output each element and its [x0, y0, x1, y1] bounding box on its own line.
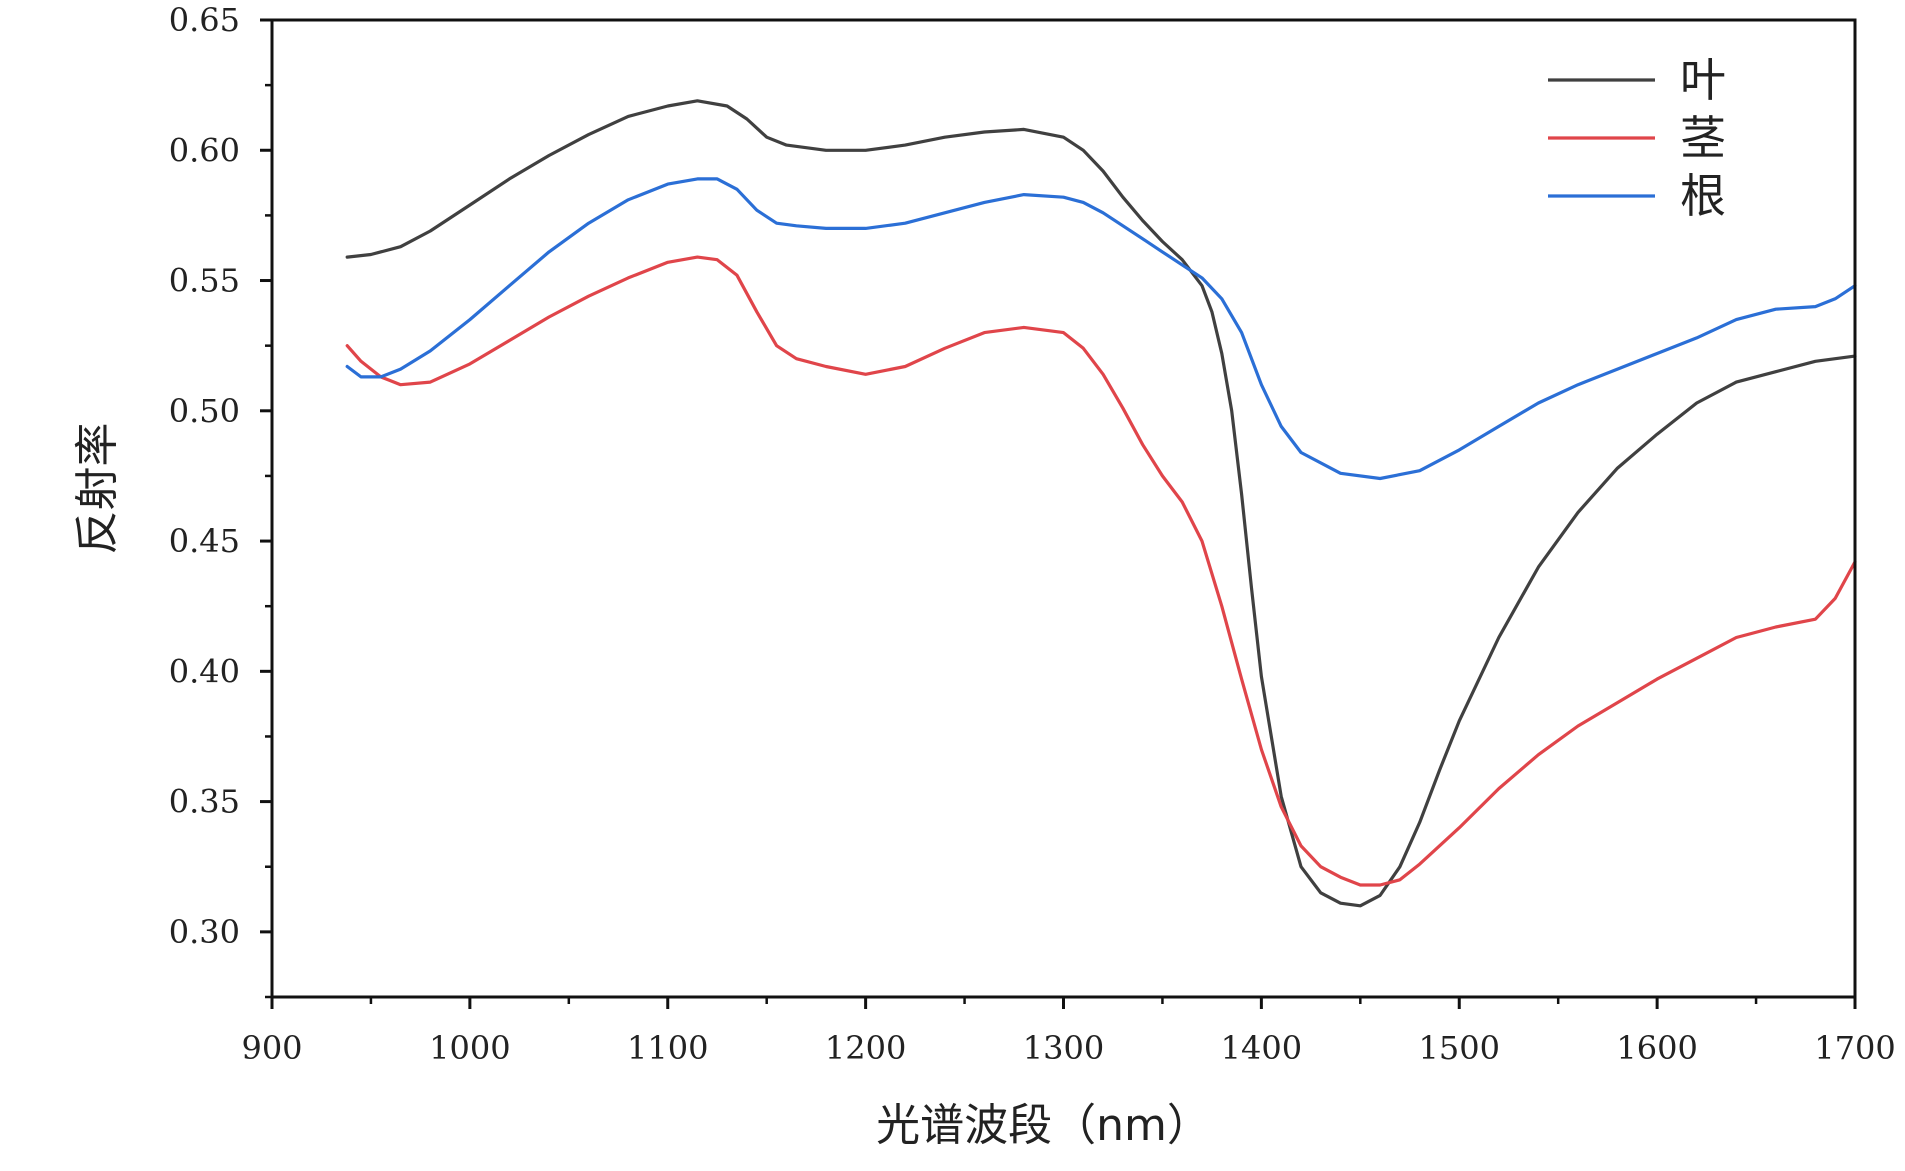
legend: 叶茎根 — [1548, 53, 1726, 223]
series-lines — [345, 99, 1857, 908]
y-tick-labels: 0.30 0.35 0.40 0.45 0.50 0.55 0.60 0.65 — [169, 1, 240, 951]
x-tick-label: 900 — [241, 1029, 302, 1067]
series-line-根 — [345, 177, 1857, 481]
legend-label: 根 — [1680, 169, 1726, 223]
y-tick-label: 0.50 — [169, 392, 240, 430]
x-tick-label: 1100 — [627, 1029, 708, 1067]
x-tick-label: 1700 — [1814, 1029, 1895, 1067]
x-tick-labels: 900 1000 1100 1200 1300 1400 1500 1600 1700 — [241, 1029, 1895, 1067]
legend-label: 茎 — [1680, 111, 1726, 165]
y-tick-label: 0.40 — [169, 652, 240, 690]
legend-label: 叶 — [1680, 53, 1726, 107]
y-tick-label: 0.35 — [169, 783, 240, 821]
x-tick-label: 1600 — [1616, 1029, 1697, 1067]
x-tick-label: 1500 — [1419, 1029, 1500, 1067]
x-axis-title: 光谱波段（nm） — [876, 1100, 1211, 1151]
series-line-叶 — [345, 99, 1857, 908]
y-tick-label: 0.65 — [169, 1, 240, 39]
x-tick-label: 1200 — [825, 1029, 906, 1067]
y-tick-label: 0.55 — [169, 262, 240, 300]
y-tick-label: 0.60 — [169, 131, 240, 169]
y-tick-label: 0.45 — [169, 522, 240, 560]
series-line-茎 — [345, 255, 1857, 887]
y-axis-title: 反射率 — [72, 423, 123, 555]
y-tick-label: 0.30 — [169, 913, 240, 951]
x-tick-label: 1300 — [1023, 1029, 1104, 1067]
axis-ticks — [260, 18, 1857, 1009]
x-tick-label: 1000 — [429, 1029, 510, 1067]
x-tick-label: 1400 — [1221, 1029, 1302, 1067]
plot-frame — [270, 18, 1857, 999]
